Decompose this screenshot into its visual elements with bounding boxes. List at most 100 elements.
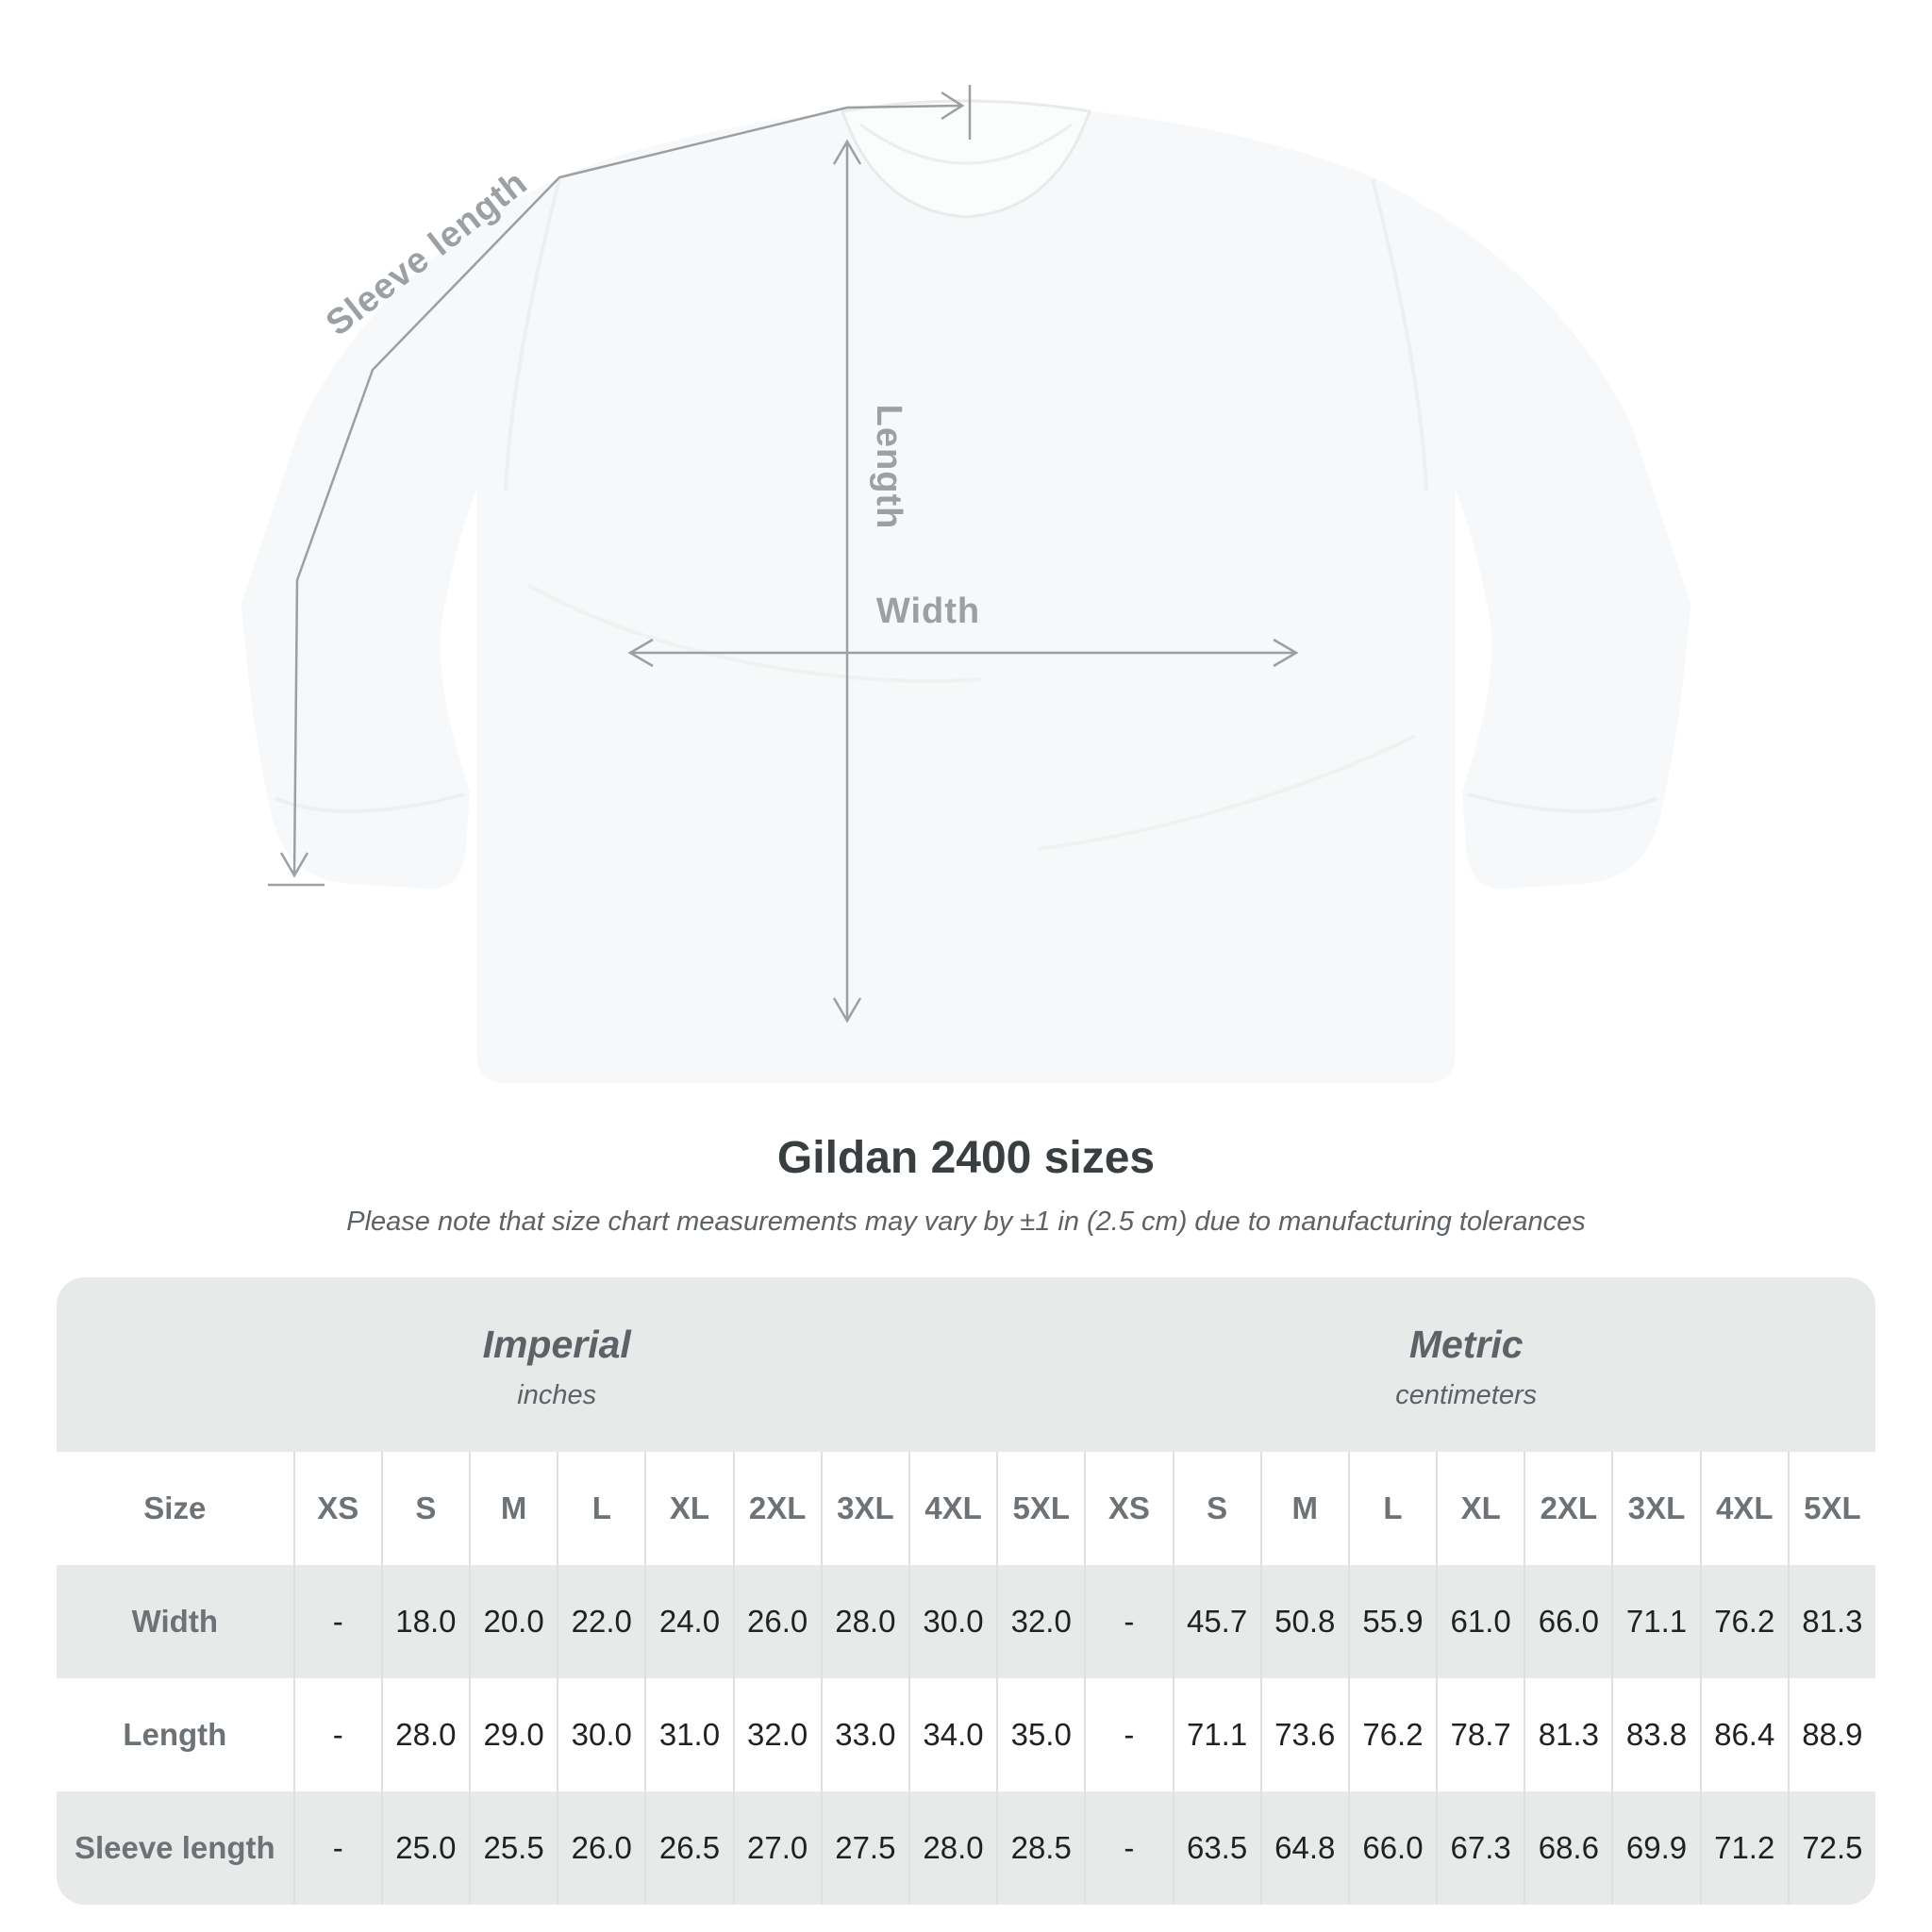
long-sleeve-shirt-illustration <box>242 99 1690 1083</box>
table-cell-metric: 86.4 <box>1699 1678 1788 1791</box>
tolerance-note: Please note that size chart measurements… <box>346 1207 1586 1237</box>
size-header-metric: 4XL <box>1699 1452 1788 1565</box>
unit-group-headers: Imperial inches Metric centimeters <box>57 1277 1875 1452</box>
table-cell-metric: 69.9 <box>1611 1791 1699 1905</box>
arrow-right-icon <box>1273 638 1299 668</box>
table-cell-metric: 76.2 <box>1347 1678 1437 1791</box>
table-cell-imperial: 29.0 <box>469 1678 558 1791</box>
arrow-right-icon <box>941 91 965 121</box>
imperial-group-name: Imperial <box>482 1323 631 1366</box>
size-header-metric: S <box>1172 1452 1260 1565</box>
size-header-metric: 2XL <box>1524 1452 1612 1565</box>
table-cell-imperial: 35.0 <box>996 1678 1085 1791</box>
table-cell-metric: 71.1 <box>1172 1678 1260 1791</box>
arrow-up-icon <box>832 139 862 165</box>
table-cell-metric: - <box>1084 1565 1172 1678</box>
metric-group-name: Metric <box>1408 1323 1524 1366</box>
shirt-measurement-diagram: Sleeve length Length Width <box>242 85 1690 1083</box>
table-cell-imperial: 26.0 <box>732 1565 821 1678</box>
table-cell-imperial: 27.5 <box>820 1791 908 1905</box>
page-title: Gildan 2400 sizes <box>776 1133 1156 1183</box>
table-cell-metric: 66.0 <box>1524 1565 1611 1678</box>
size-header-imperial: M <box>469 1452 558 1565</box>
table-cell-metric: 76.2 <box>1699 1565 1788 1678</box>
size-header-imperial: 4XL <box>908 1452 997 1565</box>
table-cell-metric: 45.7 <box>1172 1565 1260 1678</box>
table-cell-metric: 66.0 <box>1347 1791 1436 1905</box>
sleeve-length-measure-line <box>268 85 972 887</box>
table-cell-metric: 88.9 <box>1787 1678 1875 1791</box>
table-cell-metric: 50.8 <box>1259 1565 1348 1678</box>
arrow-left-icon <box>627 638 654 668</box>
table-cell-imperial: 32.0 <box>996 1565 1084 1678</box>
shirt-collar <box>840 99 1092 219</box>
measurement-row-label: Length <box>57 1678 293 1791</box>
table-cell-imperial: 26.0 <box>557 1791 644 1905</box>
table-cell-imperial: - <box>292 1791 381 1905</box>
table-cell-metric: 78.7 <box>1436 1678 1524 1791</box>
size-header-metric: XS <box>1084 1452 1173 1565</box>
table-cell-imperial: 31.0 <box>644 1678 733 1791</box>
table-cell-imperial: 32.0 <box>732 1678 821 1791</box>
table-cell-metric: 67.3 <box>1436 1791 1524 1905</box>
table-cell-imperial: 33.0 <box>820 1678 908 1791</box>
table-cell-imperial: 28.0 <box>820 1565 908 1678</box>
table-cell-metric: 73.6 <box>1259 1678 1348 1791</box>
size-header-imperial: L <box>557 1452 645 1565</box>
table-cell-metric: 83.8 <box>1611 1678 1700 1791</box>
table-cell-metric: - <box>1084 1678 1173 1791</box>
table-cell-imperial: 25.5 <box>469 1791 557 1905</box>
table-cell-metric: 64.8 <box>1259 1791 1348 1905</box>
table-cell-imperial: 28.0 <box>908 1791 996 1905</box>
size-header-imperial: XL <box>644 1452 733 1565</box>
size-header-metric: 3XL <box>1611 1452 1700 1565</box>
metric-group-header: Metric centimeters <box>1057 1323 1875 1452</box>
table-cell-imperial: - <box>292 1678 381 1791</box>
length-label: Length <box>869 405 908 530</box>
size-header-imperial: 3XL <box>820 1452 908 1565</box>
size-header-metric: L <box>1347 1452 1437 1565</box>
size-header-metric: M <box>1259 1452 1348 1565</box>
size-header-imperial: XS <box>292 1452 381 1565</box>
size-header-imperial: 5XL <box>996 1452 1085 1565</box>
metric-group-unit: centimeters <box>1395 1380 1538 1410</box>
table-cell-imperial: 28.5 <box>996 1791 1084 1905</box>
size-header-metric: 5XL <box>1787 1452 1875 1565</box>
table-cell-imperial: 24.0 <box>644 1565 732 1678</box>
table-cell-metric: 61.0 <box>1436 1565 1524 1678</box>
length-measure-line <box>832 139 862 1024</box>
measurement-row-label: Width <box>131 1604 218 1639</box>
table-cell-imperial: 26.5 <box>644 1791 732 1905</box>
size-header-imperial: 2XL <box>732 1452 821 1565</box>
table-cell-metric: 63.5 <box>1172 1791 1260 1905</box>
measurement-row-label: Sleeve length <box>74 1830 275 1865</box>
table-cell-imperial: 27.0 <box>732 1791 821 1905</box>
table-cell-metric: 55.9 <box>1347 1565 1436 1678</box>
table-cell-imperial: 30.0 <box>908 1565 996 1678</box>
imperial-group-header: Imperial inches <box>57 1323 1057 1452</box>
table-cell-metric: - <box>1084 1791 1172 1905</box>
table-cell-imperial: 34.0 <box>908 1678 997 1791</box>
table-cell-imperial: 30.0 <box>557 1678 645 1791</box>
width-measure-line <box>627 638 1299 668</box>
table-cell-metric: 81.3 <box>1787 1565 1875 1678</box>
size-table: Size XS S M L XL 2XL 3XL 4XL 5XL XS S M L XL 2XL 3XL 4XL 5… <box>57 1452 1875 1905</box>
table-cell-imperial: 22.0 <box>557 1565 644 1678</box>
size-header-metric: XL <box>1436 1452 1524 1565</box>
table-cell-metric: 72.5 <box>1787 1791 1875 1905</box>
table-cell-imperial: 20.0 <box>469 1565 557 1678</box>
table-cell-imperial: 25.0 <box>380 1791 469 1905</box>
table-cell-metric: 68.6 <box>1524 1791 1611 1905</box>
size-corner-header: Size <box>57 1452 293 1565</box>
table-cell-imperial: 18.0 <box>380 1565 469 1678</box>
table-cell-metric: 81.3 <box>1524 1678 1612 1791</box>
table-cell-imperial: 28.0 <box>380 1678 469 1791</box>
table-cell-metric: 71.1 <box>1611 1565 1699 1678</box>
width-label: Width <box>876 591 980 631</box>
size-header-imperial: S <box>380 1452 469 1565</box>
table-cell-metric: 71.2 <box>1699 1791 1788 1905</box>
imperial-group-unit: inches <box>517 1380 597 1410</box>
arrow-down-icon <box>832 997 862 1024</box>
table-cell-imperial: - <box>292 1565 381 1678</box>
